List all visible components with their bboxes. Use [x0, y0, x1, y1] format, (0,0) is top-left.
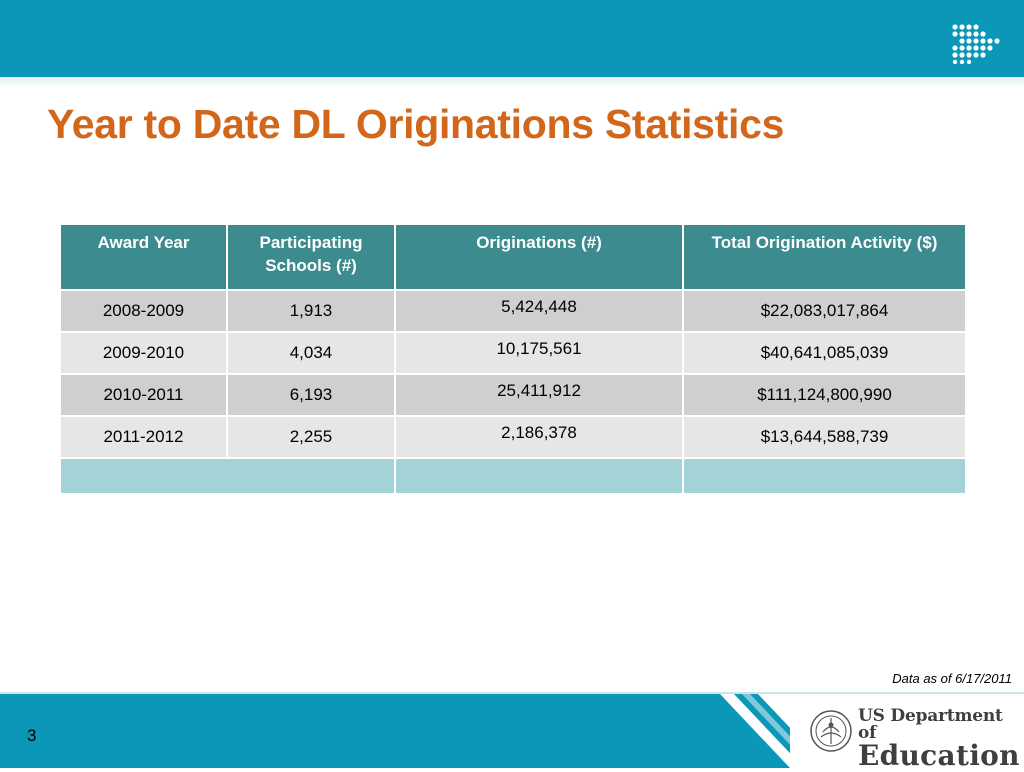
department-seal-icon: [810, 710, 852, 752]
slide-title: Year to Date DL Originations Statistics: [47, 101, 785, 147]
header-award-year: Award Year: [59, 223, 228, 291]
department-logo: US Department of Education: [858, 708, 1024, 770]
header-originations: Originations (#): [394, 223, 684, 291]
cell-originations: 25,411,912: [394, 373, 684, 417]
page-number: 3: [27, 726, 37, 745]
data-date-note: Data as of 6/17/2011: [892, 671, 1012, 686]
logo-line-1: US Department of: [858, 706, 1003, 743]
header-participating-schools: Participating Schools (#): [226, 223, 396, 291]
cell-schools: 6,193: [226, 373, 396, 417]
cell-award-year: 2011-2012: [59, 415, 228, 459]
table-header-row: Award Year Participating Schools (#) Ori…: [59, 223, 967, 291]
cell-award-year: 2010-2011: [59, 373, 228, 417]
cell-schools: 1,913: [226, 289, 396, 333]
cell-total-activity: $40,641,085,039: [682, 331, 967, 375]
cell-originations: 10,175,561: [394, 331, 684, 375]
table-row: 2008-2009 1,913 5,424,448 $22,083,017,86…: [59, 289, 967, 333]
cell-total-activity: $22,083,017,864: [682, 289, 967, 333]
cell-empty: [394, 457, 684, 495]
originations-table: Award Year Participating Schools (#) Ori…: [59, 223, 967, 495]
dots-arrow-icon: [952, 24, 1000, 64]
cell-empty: [682, 457, 967, 495]
cell-total-activity: $111,124,800,990: [682, 373, 967, 417]
top-banner: [0, 0, 1024, 77]
footer-divider: [0, 692, 1024, 694]
cell-originations: 2,186,378: [394, 415, 684, 459]
cell-schools: 2,255: [226, 415, 396, 459]
cell-schools: 4,034: [226, 331, 396, 375]
cell-empty: [59, 457, 396, 495]
table-row: 2009-2010 4,034 10,175,561 $40,641,085,0…: [59, 331, 967, 375]
logo-line-2: Education: [858, 739, 1020, 772]
table-row: 2010-2011 6,193 25,411,912 $111,124,800,…: [59, 373, 967, 417]
cell-total-activity: $13,644,588,739: [682, 415, 967, 459]
cell-originations: 5,424,448: [394, 289, 684, 333]
cell-award-year: 2009-2010: [59, 331, 228, 375]
header-total-origination-activity: Total Origination Activity ($): [682, 223, 967, 291]
banner-shadow: [0, 77, 1024, 87]
table-row-empty: [59, 457, 967, 495]
table-row: 2011-2012 2,255 2,186,378 $13,644,588,73…: [59, 415, 967, 459]
cell-award-year: 2008-2009: [59, 289, 228, 333]
